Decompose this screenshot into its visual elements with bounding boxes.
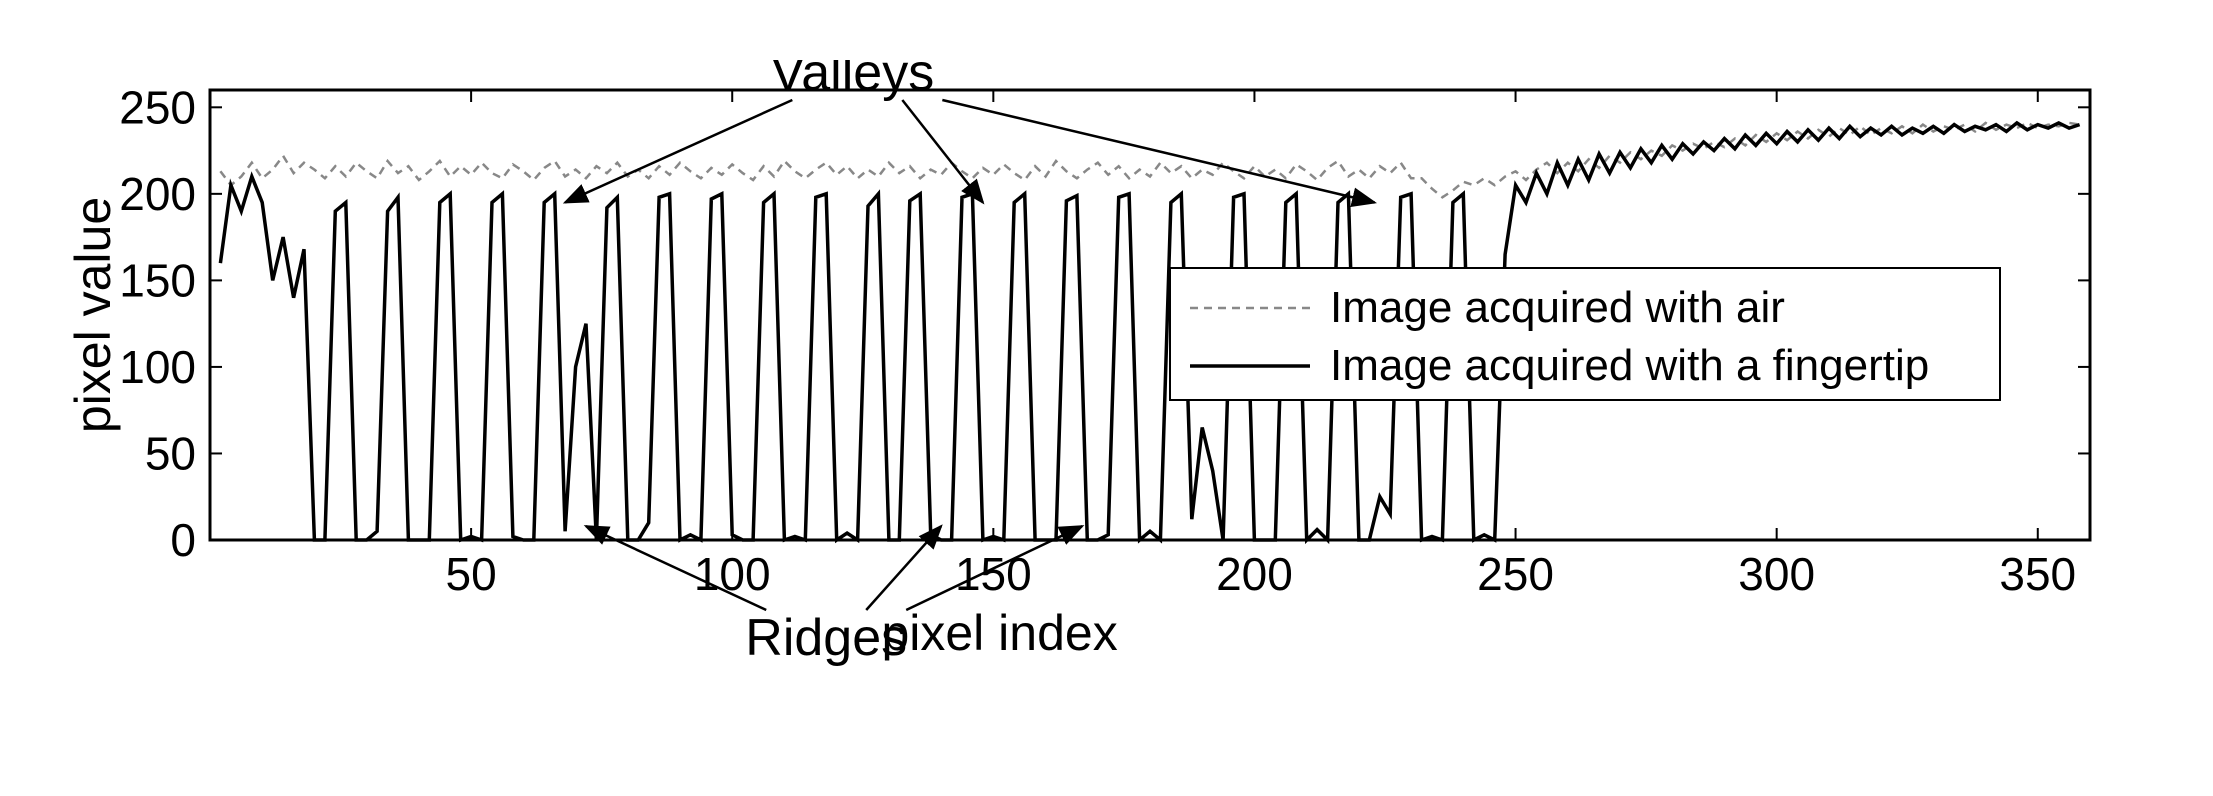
y-tick-label: 0 (170, 514, 196, 566)
annotation-valleys-arrow (565, 100, 792, 203)
x-tick-label: 200 (1216, 548, 1293, 600)
annotation-valleys-arrow (942, 100, 1374, 203)
y-tick-label: 250 (119, 81, 196, 133)
y-tick-label: 50 (145, 427, 196, 479)
y-tick-label: 200 (119, 168, 196, 220)
y-tick-label: 100 (119, 341, 196, 393)
x-tick-label: 250 (1477, 548, 1554, 600)
legend-label: Image acquired with a fingertip (1330, 341, 1929, 390)
annotation-ridges-label: Ridges (745, 609, 907, 667)
y-axis-label: pixel value (65, 197, 121, 433)
chart-container: 05010015020025050100150200250300350pixel… (60, 60, 2160, 740)
y-tick-label: 150 (119, 254, 196, 306)
annotation-valleys-arrow (902, 100, 983, 203)
x-axis-label: pixel index (881, 605, 1117, 661)
x-tick-label: 100 (694, 548, 771, 600)
x-tick-label: 300 (1738, 548, 1815, 600)
legend-label: Image acquired with air (1330, 283, 1785, 332)
annotation-valleys-label: Valleys (770, 60, 934, 102)
x-tick-label: 50 (446, 548, 497, 600)
x-tick-label: 350 (1999, 548, 2076, 600)
line-chart: 05010015020025050100150200250300350pixel… (60, 60, 2160, 740)
series-air (220, 123, 2079, 197)
